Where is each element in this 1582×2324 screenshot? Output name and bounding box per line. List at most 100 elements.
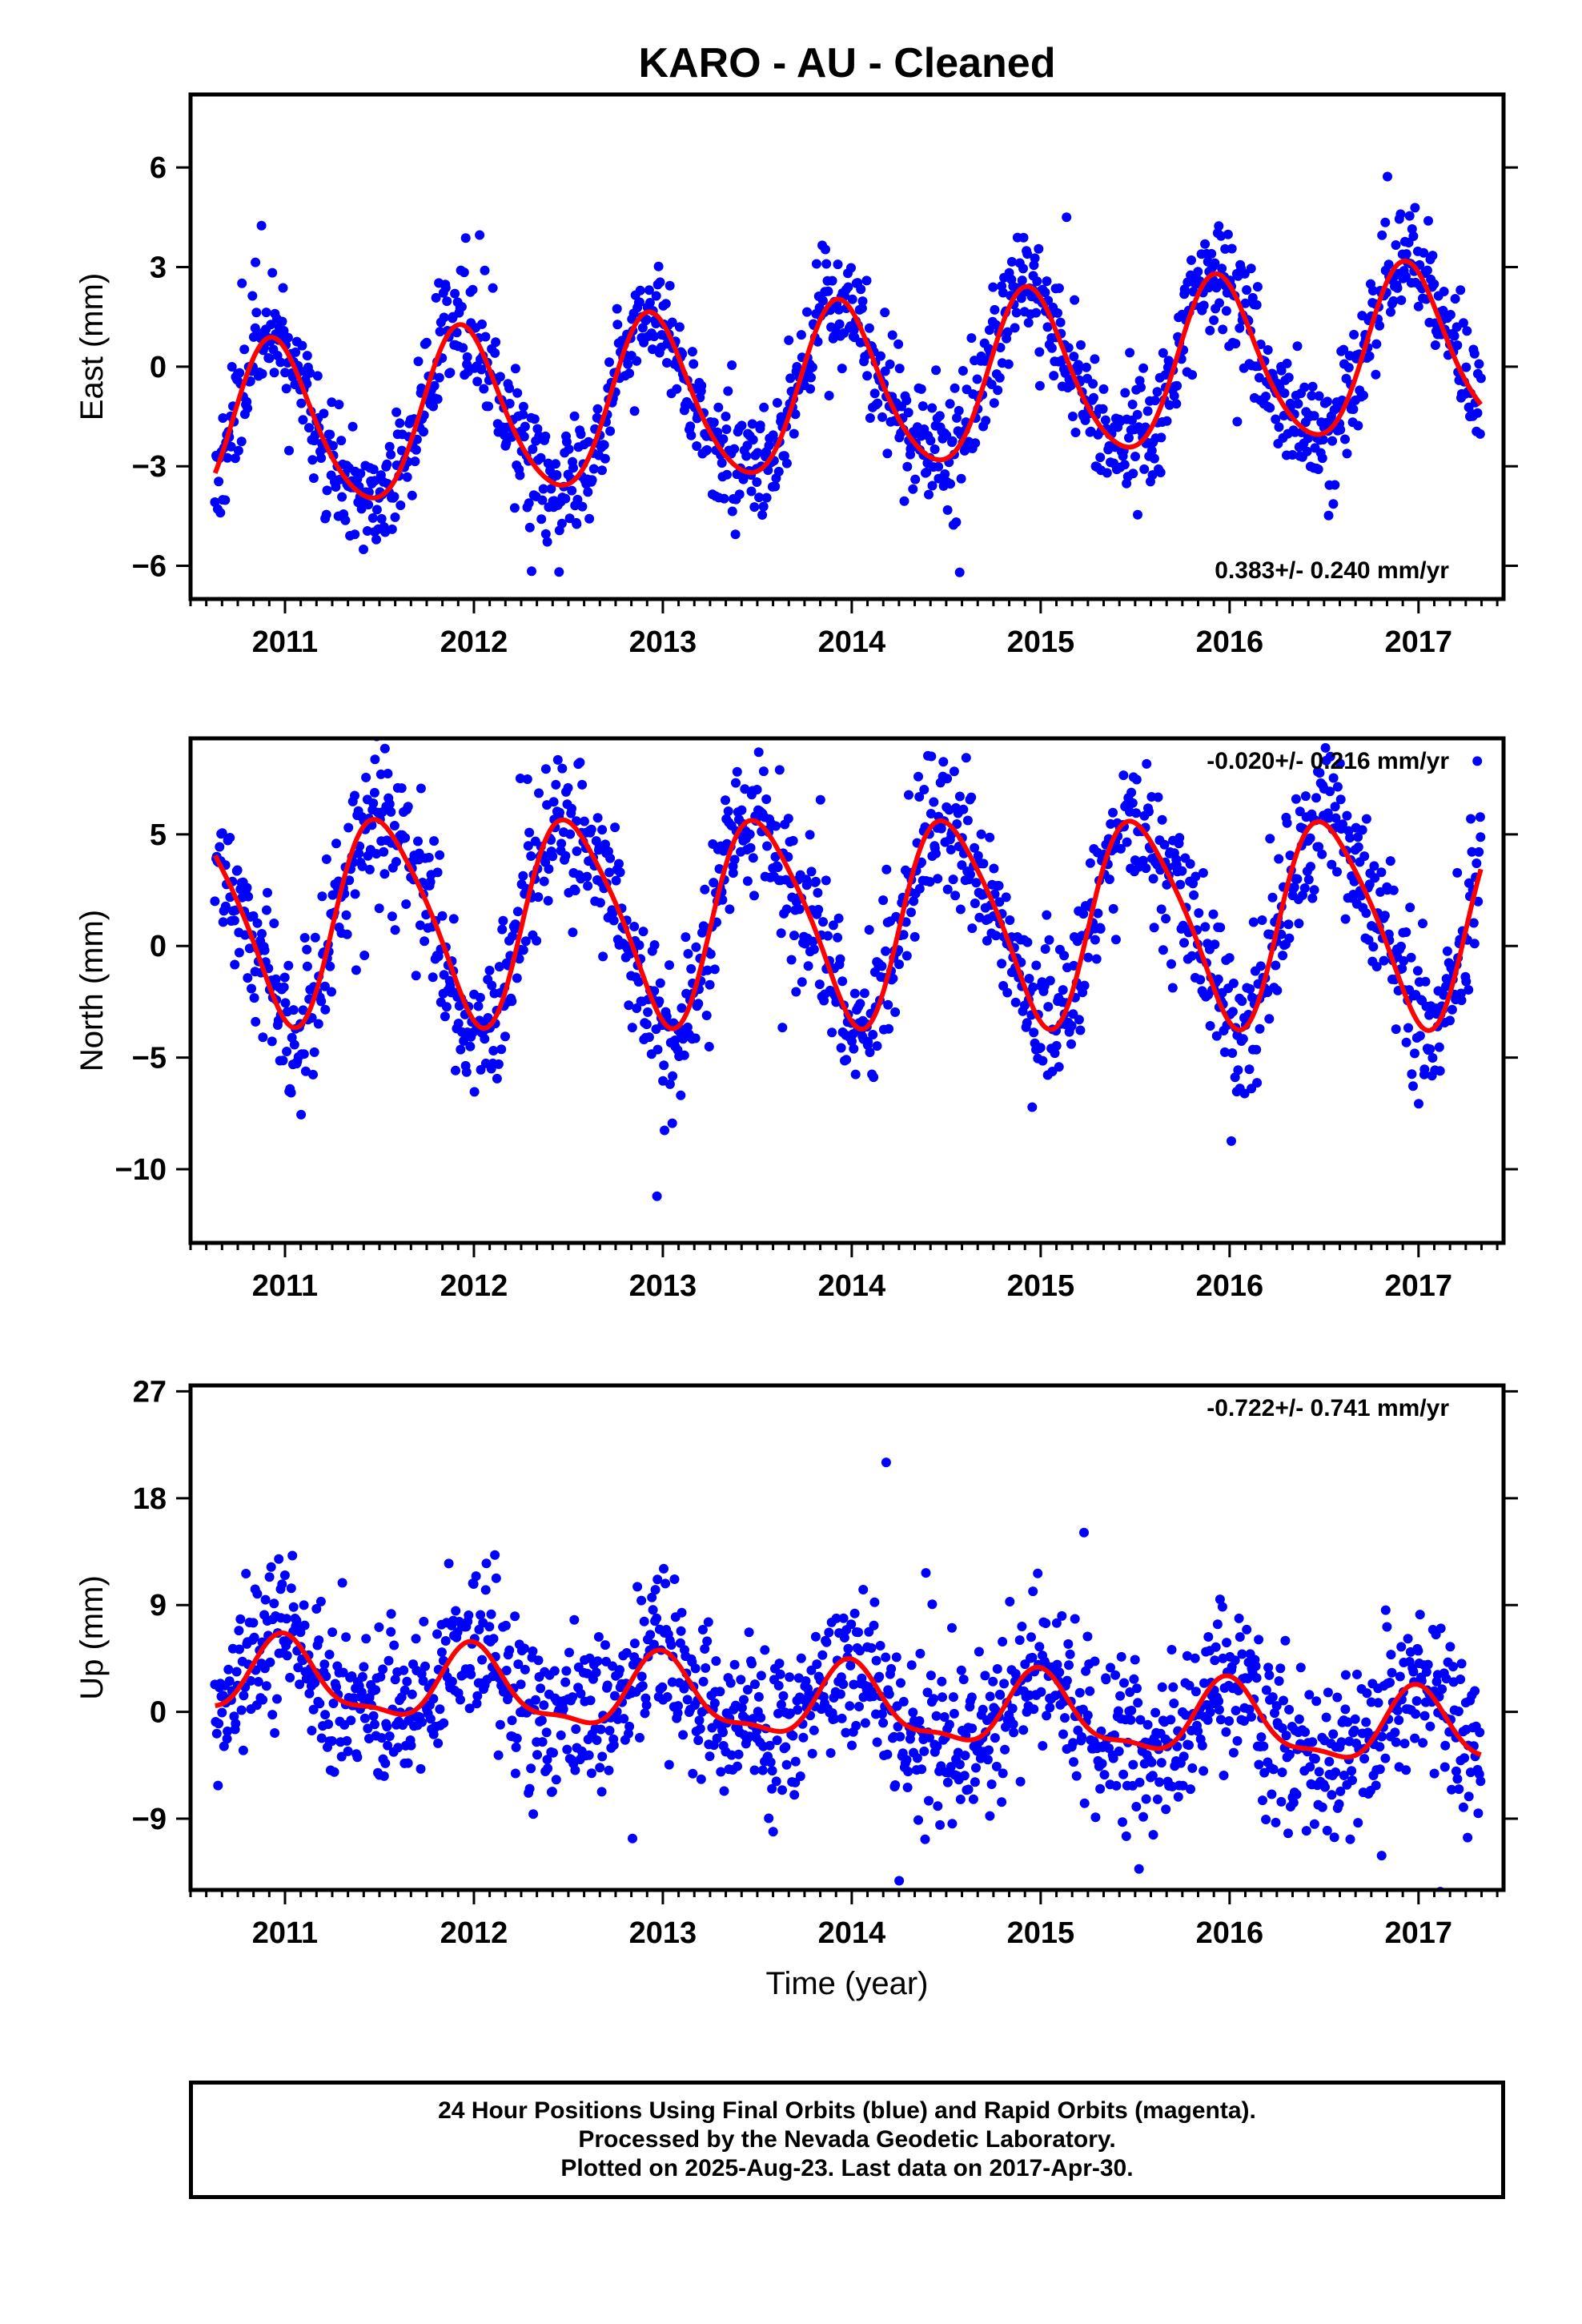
data-point	[307, 1726, 317, 1735]
data-point	[1404, 211, 1415, 221]
data-point	[637, 323, 648, 333]
data-point	[1118, 1769, 1129, 1779]
data-point	[327, 1627, 338, 1638]
data-point	[1108, 807, 1118, 818]
data-point	[1395, 1671, 1405, 1682]
data-point	[1276, 365, 1287, 376]
data-point	[1472, 858, 1482, 868]
data-point	[1267, 1789, 1277, 1799]
data-point	[1473, 896, 1484, 907]
data-point	[862, 371, 873, 381]
data-point	[1295, 806, 1305, 817]
data-point	[636, 1671, 647, 1682]
data-point	[908, 484, 918, 494]
data-point	[1116, 843, 1126, 854]
data-point	[807, 1748, 817, 1759]
data-point	[970, 1777, 980, 1787]
data-point	[825, 1748, 836, 1758]
data-point	[677, 1003, 687, 1013]
data-point	[1181, 1710, 1191, 1720]
data-point	[481, 1558, 492, 1569]
data-point	[357, 1671, 367, 1682]
data-point	[1234, 1613, 1244, 1623]
data-point	[329, 1767, 339, 1777]
data-point	[1228, 1747, 1239, 1758]
data-point	[243, 403, 253, 413]
y-tick-label: 0	[150, 351, 167, 384]
data-point	[269, 1598, 279, 1609]
data-point	[946, 479, 955, 489]
data-point	[1406, 952, 1416, 963]
data-point	[864, 323, 874, 333]
data-point	[994, 372, 1005, 383]
data-point	[1156, 1758, 1166, 1768]
data-point	[458, 343, 468, 353]
data-point	[1377, 1731, 1387, 1742]
data-point	[845, 1701, 855, 1711]
data-point	[357, 861, 367, 871]
data-point	[872, 1737, 882, 1747]
data-point	[1104, 875, 1114, 884]
data-point	[1119, 1678, 1129, 1688]
x-tick-label: 2011	[252, 1269, 318, 1303]
data-point	[1190, 1653, 1200, 1663]
data-point	[1218, 324, 1228, 335]
data-point	[1067, 412, 1078, 421]
data-point	[1069, 1757, 1078, 1767]
data-point	[233, 445, 243, 456]
data-point	[1046, 343, 1057, 353]
data-point	[350, 790, 359, 801]
data-point	[644, 285, 654, 296]
data-point	[520, 1643, 529, 1654]
data-point	[602, 1680, 612, 1691]
data-point	[512, 1733, 522, 1743]
data-point	[1031, 960, 1042, 971]
data-point	[1423, 215, 1433, 226]
data-point	[568, 463, 578, 473]
data-point	[1144, 806, 1154, 817]
data-point	[837, 1713, 847, 1723]
data-point	[543, 895, 553, 906]
data-point	[770, 851, 781, 862]
data-point	[448, 914, 459, 924]
data-point	[906, 1660, 917, 1671]
data-point	[1232, 416, 1243, 427]
data-point	[1452, 867, 1463, 878]
data-point	[374, 1622, 384, 1632]
data-point	[1284, 1704, 1295, 1715]
data-point	[495, 372, 505, 382]
data-point	[308, 1704, 319, 1715]
data-point	[1156, 432, 1166, 443]
data-point	[1082, 1631, 1093, 1642]
data-point	[269, 919, 279, 928]
data-point	[629, 922, 640, 931]
data-point	[1062, 1675, 1072, 1686]
data-point	[425, 1714, 436, 1724]
data-point	[828, 920, 838, 931]
data-point	[524, 498, 534, 509]
data-point	[946, 1762, 956, 1772]
data-point	[1227, 243, 1237, 254]
data-point	[582, 871, 592, 882]
data-point	[1388, 885, 1399, 895]
data-point	[214, 1719, 224, 1729]
data-point	[649, 940, 660, 950]
data-point	[415, 920, 425, 931]
data-point	[288, 1602, 299, 1612]
data-point	[1108, 903, 1118, 914]
data-point	[453, 1019, 464, 1028]
rate-annotation: -0.722+/- 0.741 mm/yr	[1207, 1395, 1449, 1421]
data-point	[1064, 1660, 1074, 1671]
data-point	[1162, 416, 1172, 426]
data-point	[948, 875, 958, 885]
data-point	[1167, 983, 1178, 993]
data-point	[1017, 1622, 1027, 1631]
data-point	[1113, 1706, 1123, 1716]
data-point	[849, 1608, 860, 1618]
data-point	[838, 1679, 849, 1690]
data-point	[570, 1765, 580, 1775]
data-point	[588, 464, 599, 474]
data-point	[1353, 1818, 1363, 1828]
data-point	[758, 766, 769, 777]
data-point	[608, 915, 619, 926]
